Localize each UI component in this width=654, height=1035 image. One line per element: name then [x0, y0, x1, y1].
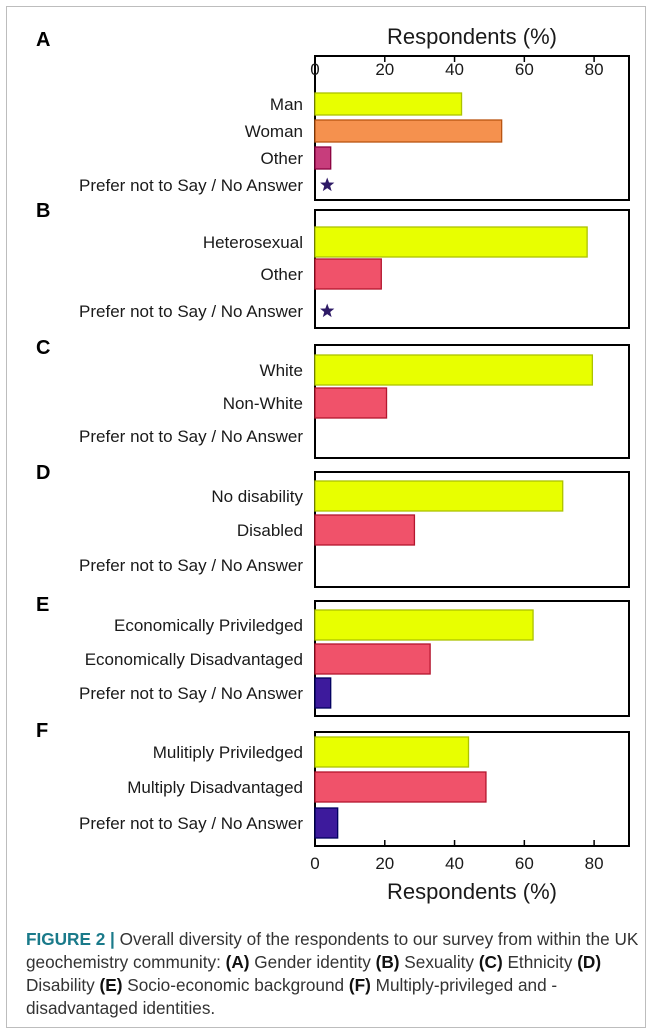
category-label-d-prefer-not-to-say-no-answer: Prefer not to Say / No Answer — [79, 556, 303, 575]
category-label-e-economically-disadvantaged: Economically Disadvantaged — [85, 650, 303, 669]
bar-c-non-white — [314, 387, 388, 419]
tick-label-bottom-60: 60 — [515, 854, 534, 873]
caption-tag-d: (D) — [577, 952, 602, 972]
panel-label-f: F — [36, 720, 48, 742]
bar-e-prefer-not-to-say-no-answer — [314, 677, 332, 709]
caption-text-c: Ethnicity — [502, 952, 578, 972]
bar-e-economically-disadvantaged — [314, 643, 431, 675]
caption-text-e: Socio-economic background — [122, 975, 349, 995]
tick-label-top-40: 40 — [445, 60, 464, 79]
tick-label-top-80: 80 — [585, 60, 604, 79]
bar-f-multiply-disadvantaged — [314, 771, 487, 803]
tick-label-top-60: 60 — [515, 60, 534, 79]
axis-title-top: Respondents (%) — [387, 24, 557, 49]
caption-text-b: Sexuality — [399, 952, 479, 972]
category-label-c-white: White — [260, 361, 303, 380]
axis-title-bottom: Respondents (%) — [387, 879, 557, 904]
caption-text-d: Disability — [26, 975, 100, 995]
star-marker-a-prefer-not-to-say-no-answer — [320, 177, 335, 192]
panel-label-e: E — [36, 594, 49, 616]
caption-figure-label: FIGURE 2 | — [26, 929, 115, 949]
caption-tag-f: (F) — [348, 975, 371, 995]
bar-c-white — [314, 354, 594, 386]
panel-label-b: B — [36, 200, 50, 222]
caption-tag-a: (A) — [225, 952, 250, 972]
bar-f-mulitiply-priviledged — [314, 736, 470, 768]
figure-caption: FIGURE 2 | Overall diversity of the resp… — [26, 928, 641, 1020]
bar-a-woman — [314, 119, 503, 143]
category-label-f-mulitiply-priviledged: Mulitiply Priviledged — [153, 743, 303, 762]
caption-intro: Overall diversity of the respondents to … — [26, 929, 639, 972]
panel-label-c: C — [36, 337, 50, 359]
category-label-b-prefer-not-to-say-no-answer: Prefer not to Say / No Answer — [79, 302, 303, 321]
category-label-f-prefer-not-to-say-no-answer: Prefer not to Say / No Answer — [79, 814, 303, 833]
panel-label-d: D — [36, 462, 50, 484]
caption-text-f: Multiply-privileged and -disadvantaged i… — [26, 975, 558, 1018]
tick-label-top-20: 20 — [375, 60, 394, 79]
bar-d-no-disability — [314, 480, 564, 512]
bar-d-disabled — [314, 514, 416, 546]
tick-label-top-0: 0 — [310, 60, 319, 79]
panel-label-a: A — [36, 29, 50, 51]
caption-tag-b: (B) — [375, 952, 400, 972]
bar-b-heterosexual — [314, 226, 588, 258]
tick-label-bottom-40: 40 — [445, 854, 464, 873]
bar-b-other — [314, 258, 382, 290]
caption-tag-c: (C) — [478, 952, 503, 972]
category-label-d-no-disability: No disability — [211, 487, 303, 506]
category-label-a-prefer-not-to-say-no-answer: Prefer not to Say / No Answer — [79, 176, 303, 195]
tick-label-bottom-20: 20 — [375, 854, 394, 873]
category-label-c-prefer-not-to-say-no-answer: Prefer not to Say / No Answer — [79, 427, 303, 446]
bar-e-economically-priviledged — [314, 609, 534, 641]
category-label-f-multiply-disadvantaged: Multiply Disadvantaged — [127, 778, 303, 797]
category-label-d-disabled: Disabled — [237, 521, 303, 540]
category-label-b-heterosexual: Heterosexual — [203, 233, 303, 252]
category-label-e-economically-priviledged: Economically Priviledged — [114, 616, 303, 635]
category-label-a-woman: Woman — [245, 122, 303, 141]
figure-frame — [6, 6, 646, 1028]
bar-a-other — [314, 146, 332, 170]
category-label-c-non-white: Non-White — [223, 394, 303, 413]
bar-chart: A Man Woman Other Prefer not to Say / No Ans… — [36, 24, 630, 904]
tick-label-bottom-80: 80 — [585, 854, 604, 873]
category-label-e-prefer-not-to-say-no-answer: Prefer not to Say / No Answer — [79, 684, 303, 703]
category-label-a-man: Man — [270, 95, 303, 114]
category-label-a-other: Other — [260, 149, 303, 168]
tick-label-bottom-0: 0 — [310, 854, 319, 873]
star-marker-b-prefer-not-to-say-no-answer — [320, 303, 335, 318]
bar-a-man — [314, 92, 463, 116]
caption-tag-e: (E) — [99, 975, 123, 995]
category-label-b-other: Other — [260, 265, 303, 284]
bar-f-prefer-not-to-say-no-answer — [314, 807, 339, 839]
caption-text-a: Gender identity — [249, 952, 376, 972]
